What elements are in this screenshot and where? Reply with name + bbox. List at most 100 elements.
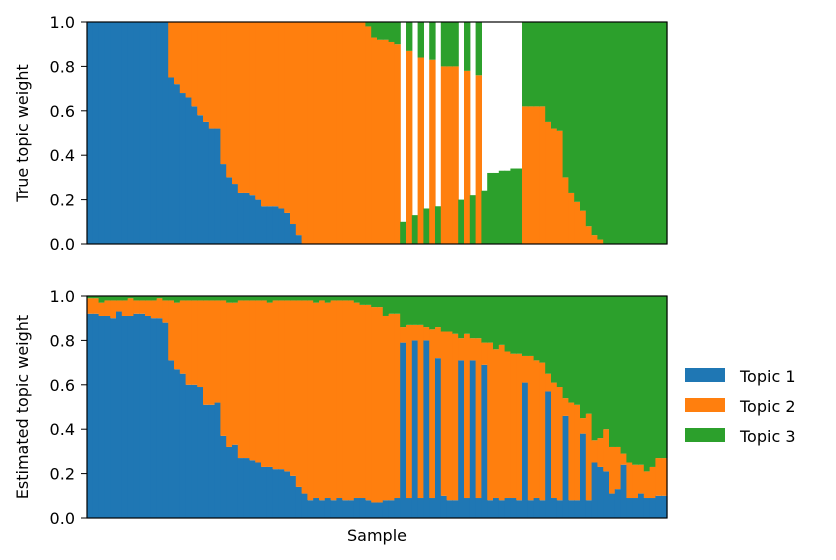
bar-segment-topic-3-sample-67 <box>469 296 477 339</box>
bar-segment-topic-3-sample-80 <box>545 22 552 122</box>
bar-segment-topic-3-sample-74 <box>510 168 517 244</box>
bar-segment-topic-2-sample-47 <box>353 22 361 244</box>
bar-segment-topic-1-sample-80 <box>545 391 552 518</box>
bar-segment-topic-2-sample-55 <box>400 327 407 343</box>
bar-segment-topic-2-sample-100 <box>661 458 668 496</box>
bar-segment-topic-3-sample-100 <box>661 22 668 244</box>
bar-segment-topic-3-sample-96 <box>638 296 645 465</box>
bar-segment-topic-1-sample-65 <box>458 360 465 518</box>
bar-segment-topic-2-sample-99 <box>655 458 662 496</box>
bar-segment-topic-3-sample-55 <box>400 296 407 328</box>
bar-segment-topic-2-sample-23 <box>214 22 221 129</box>
bar-segment-topic-1-sample-19 <box>191 384 198 518</box>
y-tick-label-1.0: 1.0 <box>50 287 75 306</box>
bar-segment-topic-2-sample-46 <box>348 300 355 501</box>
bar-segment-topic-1-sample-93 <box>620 464 627 518</box>
bar-segment-topic-2-sample-32 <box>266 22 274 207</box>
bar-segment-topic-1-sample-34 <box>278 469 285 518</box>
bar-segment-topic-3-sample-91 <box>609 296 616 447</box>
bar-segment-topic-1-sample-38 <box>301 493 308 518</box>
bar-segment-topic-2-sample-34 <box>278 22 285 209</box>
bar-segment-topic-2-sample-3 <box>98 302 105 316</box>
bar-segment-topic-3-sample-70 <box>487 296 494 343</box>
bar-segment-topic-2-sample-13 <box>156 298 163 319</box>
bar-segment-topic-2-sample-36 <box>290 22 297 225</box>
bar-segment-topic-3-sample-58 <box>417 296 424 325</box>
bar-segment-topic-2-sample-68 <box>475 75 482 244</box>
bar-segment-topic-2-sample-60 <box>429 59 436 244</box>
bar-segment-topic-1-sample-3 <box>98 22 105 244</box>
bar-segment-topic-3-sample-89 <box>597 296 604 439</box>
bar-segment-topic-2-sample-38 <box>301 22 308 244</box>
bar-segment-topic-1-sample-36 <box>290 224 297 244</box>
bar-segment-topic-2-sample-35 <box>284 300 291 472</box>
bar-segment-topic-1-sample-79 <box>539 500 546 518</box>
bar-segment-topic-1-sample-75 <box>516 500 523 518</box>
bar-segment-topic-3-sample-19 <box>191 296 198 301</box>
bar-segment-topic-1-sample-22 <box>208 404 216 518</box>
y-tick-label-1.0: 1.0 <box>50 13 75 32</box>
bar-segment-topic-1-sample-72 <box>498 500 506 518</box>
bar-segment-topic-1-sample-37 <box>295 486 303 518</box>
bar-segment-topic-3-sample-85 <box>574 296 581 405</box>
bar-segment-topic-3-sample-26 <box>232 296 239 303</box>
bar-segment-topic-1-sample-41 <box>319 500 326 518</box>
bar-segment-topic-1-sample-32 <box>266 466 274 518</box>
estimated-topic-weight-bars <box>87 296 668 518</box>
bar-segment-topic-2-sample-29 <box>249 22 256 196</box>
bar-segment-topic-2-sample-82 <box>556 387 564 501</box>
bar-segment-topic-1-sample-15 <box>168 360 175 518</box>
bar-segment-topic-3-sample-20 <box>197 296 204 301</box>
bar-segment-topic-3-sample-1 <box>87 296 94 299</box>
bar-segment-topic-2-sample-32 <box>266 302 274 467</box>
bar-segment-topic-2-sample-83 <box>562 177 569 244</box>
bar-segment-topic-2-sample-77 <box>527 106 535 244</box>
bar-segment-topic-1-sample-11 <box>145 315 152 518</box>
bar-segment-topic-1-sample-28 <box>243 458 250 518</box>
bar-segment-topic-1-sample-18 <box>185 384 192 518</box>
bar-segment-topic-2-sample-96 <box>638 464 645 494</box>
bar-segment-topic-1-sample-17 <box>179 373 187 518</box>
bar-segment-topic-1-sample-42 <box>324 498 332 518</box>
bar-segment-topic-2-sample-63 <box>446 66 453 245</box>
bar-segment-topic-2-sample-76 <box>522 106 529 244</box>
bar-segment-topic-1-sample-77 <box>527 500 535 518</box>
legend-swatch-topic-2 <box>685 398 725 412</box>
bar-segment-topic-2-sample-58 <box>417 57 424 244</box>
bar-segment-topic-2-sample-23 <box>214 300 221 403</box>
bar-segment-topic-1-sample-58 <box>417 498 424 518</box>
bar-segment-topic-1-sample-71 <box>493 498 500 518</box>
bar-segment-topic-1-sample-9 <box>133 22 140 244</box>
bar-segment-topic-3-sample-64 <box>452 22 459 67</box>
bar-segment-topic-2-sample-5 <box>110 300 117 319</box>
bar-segment-topic-2-sample-31 <box>261 300 268 467</box>
bar-segment-topic-1-sample-69 <box>481 364 488 518</box>
bar-segment-topic-3-sample-57 <box>411 296 419 325</box>
bar-segment-topic-1-sample-24 <box>220 164 227 244</box>
bar-segment-topic-1-sample-27 <box>237 192 245 244</box>
bar-segment-topic-2-sample-52 <box>382 39 390 245</box>
bar-segment-topic-3-sample-57 <box>411 215 419 244</box>
bar-segment-topic-2-sample-22 <box>208 22 216 129</box>
bar-segment-topic-2-sample-61 <box>435 327 442 359</box>
bar-segment-topic-2-sample-4 <box>104 300 111 316</box>
bar-segment-topic-1-sample-82 <box>556 500 564 518</box>
bar-segment-topic-3-sample-51 <box>377 22 384 40</box>
bar-segment-topic-1-sample-31 <box>261 466 268 518</box>
bar-segment-topic-1-sample-33 <box>272 469 279 518</box>
x-axis-label: Sample <box>347 526 407 545</box>
bar-segment-topic-3-sample-42 <box>324 296 332 303</box>
bar-segment-topic-2-sample-66 <box>464 70 471 244</box>
bar-segment-topic-3-sample-75 <box>516 168 523 244</box>
bar-segment-topic-1-sample-86 <box>580 433 587 518</box>
bar-segment-topic-2-sample-18 <box>185 22 192 98</box>
bar-segment-topic-2-sample-40 <box>313 302 320 499</box>
bar-segment-topic-2-sample-43 <box>330 300 337 501</box>
bar-segment-topic-2-sample-48 <box>359 304 366 499</box>
bar-segment-topic-2-sample-77 <box>527 355 535 501</box>
bar-segment-topic-1-sample-5 <box>110 22 117 244</box>
bar-segment-topic-3-sample-99 <box>655 296 662 459</box>
bar-segment-topic-3-sample-54 <box>394 22 401 45</box>
bar-segment-topic-2-sample-28 <box>243 22 250 193</box>
bar-segment-topic-1-sample-5 <box>110 318 117 518</box>
